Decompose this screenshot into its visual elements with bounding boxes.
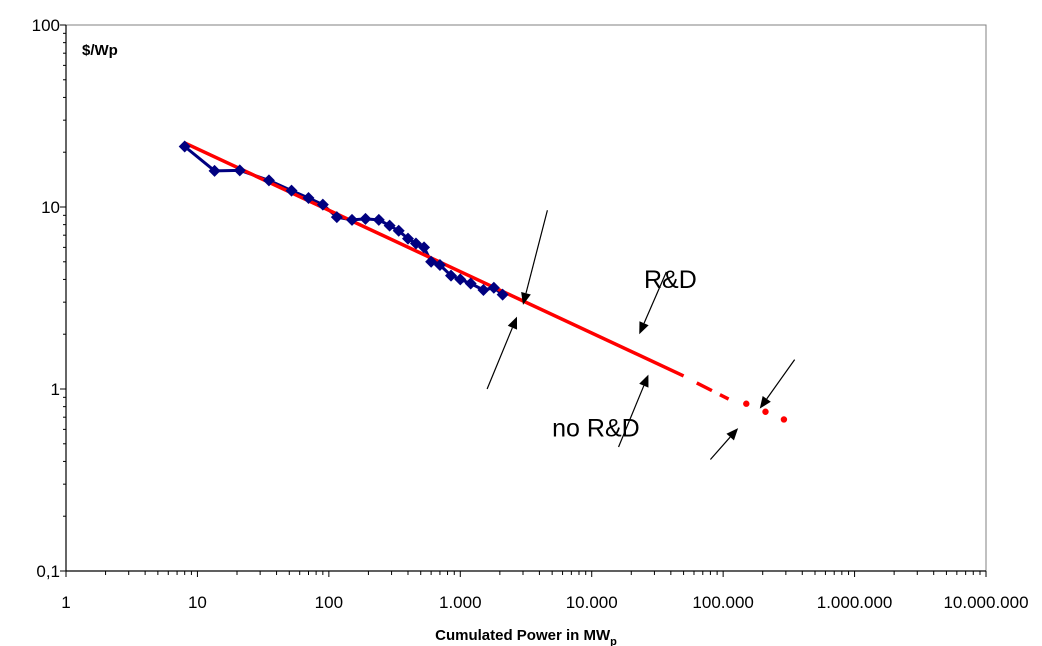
x-tick-label: 1 xyxy=(61,593,70,612)
x-tick-label: 100.000 xyxy=(692,593,753,612)
data-point-diamond xyxy=(233,164,246,177)
annotation-arrow-head xyxy=(639,321,649,335)
y-tick-label: 1 xyxy=(51,380,60,399)
data-point-diamond xyxy=(496,288,509,301)
y-tick-label: 10 xyxy=(41,198,60,217)
data-point-diamond xyxy=(487,281,500,294)
annotation-arrow-shaft xyxy=(709,436,731,460)
data-point-diamond xyxy=(477,283,490,296)
x-tick-label: 1.000 xyxy=(439,593,482,612)
data-point-diamond xyxy=(464,277,477,290)
annotation-arrow-head xyxy=(507,316,518,330)
data-point-diamond xyxy=(359,212,372,225)
annotation-arrow-head xyxy=(759,395,771,409)
annotation-arrow-shaft xyxy=(525,210,548,294)
data-point-diamond xyxy=(425,255,438,268)
x-tick-label: 1.000.000 xyxy=(817,593,893,612)
data-point-diamond xyxy=(316,198,329,211)
y-tick-label: 100 xyxy=(32,16,60,35)
y-tick-label: 0,1 xyxy=(36,562,60,581)
data-point-diamond xyxy=(383,219,396,232)
axes xyxy=(65,25,986,572)
x-tick-label: 100 xyxy=(315,593,343,612)
annotation-label: no R&D xyxy=(552,414,640,442)
trend-dot xyxy=(780,416,788,423)
arrows-layer xyxy=(486,210,796,460)
annotation-arrow-head xyxy=(521,291,531,305)
data-point-diamond xyxy=(418,241,431,254)
annotation-arrow-shaft xyxy=(766,359,796,400)
annotation-arrow-shaft xyxy=(486,327,513,390)
annotation-arrow-shaft xyxy=(643,271,667,324)
data-point-diamond xyxy=(346,213,359,226)
data-point-diamond xyxy=(330,211,343,224)
annotation-arrow-shaft xyxy=(617,385,645,448)
x-axis-label-main: Cumulated Power in MW xyxy=(435,627,611,644)
trend-line-dashed xyxy=(695,381,730,401)
data-point-diamond xyxy=(285,184,298,197)
x-tick-label: 10.000.000 xyxy=(943,593,1028,612)
x-tick-label: 10 xyxy=(188,593,207,612)
annotation-label: R&D xyxy=(644,266,697,294)
data-point-diamond xyxy=(302,192,315,205)
data-point-diamond xyxy=(178,140,191,153)
data-point-diamond xyxy=(433,259,446,272)
annotations-layer: R&D no R&D xyxy=(552,266,697,443)
trend-dot xyxy=(743,400,750,407)
trend-dot xyxy=(762,408,769,415)
ticks xyxy=(60,24,987,577)
series-layer xyxy=(178,140,788,423)
data-point-diamond xyxy=(208,164,221,177)
annotation-arrow-head xyxy=(726,428,739,441)
x-axis-label: Cumulated Power in MWp xyxy=(435,627,617,646)
x-axis-label-subscript: p xyxy=(610,636,617,646)
data-point-diamond xyxy=(372,213,385,226)
x-tick-label: 10.000 xyxy=(566,593,618,612)
data-point-diamond xyxy=(401,232,414,245)
data-point-diamond xyxy=(262,174,275,187)
y-axis-label: $/Wp xyxy=(82,42,118,59)
data-point-diamond xyxy=(445,269,458,282)
annotation-arrow-head xyxy=(639,374,649,388)
data-point-diamond xyxy=(454,273,467,286)
data-point-diamond xyxy=(392,224,405,237)
